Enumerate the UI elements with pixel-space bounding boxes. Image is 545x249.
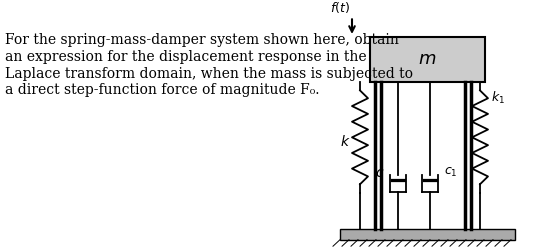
Text: $k_1$: $k_1$: [491, 90, 505, 106]
Text: $m$: $m$: [419, 50, 437, 68]
Text: $c$: $c$: [374, 166, 384, 180]
Text: a direct step-function force of magnitude F₀.: a direct step-function force of magnitud…: [5, 83, 319, 97]
Text: an expression for the displacement response in the: an expression for the displacement respo…: [5, 50, 367, 64]
Bar: [340, 229, 515, 240]
Text: $f(t)$: $f(t)$: [330, 0, 350, 14]
Text: Laplace transform domain, when the mass is subjected to: Laplace transform domain, when the mass …: [5, 67, 413, 81]
Text: For the spring-mass-damper system shown here, obtain: For the spring-mass-damper system shown …: [5, 33, 399, 47]
Text: $k$: $k$: [340, 134, 350, 149]
Text: $c_1$: $c_1$: [444, 166, 458, 179]
Bar: [370, 37, 485, 81]
